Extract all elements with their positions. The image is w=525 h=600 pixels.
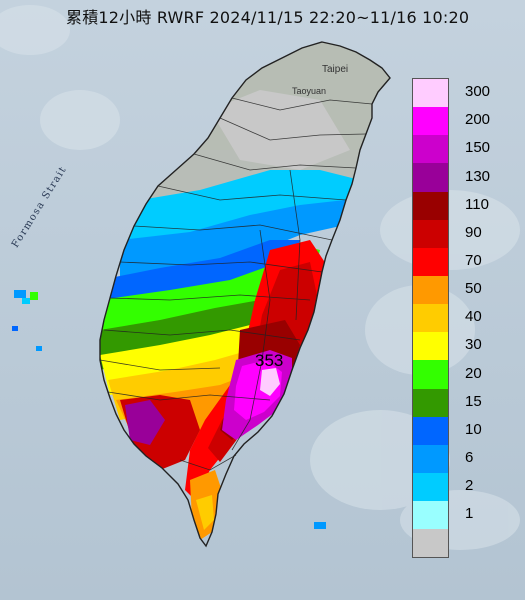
legend-label: 15	[465, 392, 482, 410]
legend-label: 200	[465, 111, 491, 129]
legend-label: 20	[465, 364, 482, 382]
legend-swatch	[413, 135, 448, 164]
legend-swatch	[413, 529, 448, 558]
legend-swatch	[413, 191, 448, 220]
legend-label: 2	[465, 477, 474, 495]
legend-label: 30	[465, 336, 482, 354]
legend-color-bar	[412, 78, 449, 559]
legend-label: 50	[465, 280, 482, 298]
legend-swatch	[413, 416, 448, 445]
map-title: 累積12小時 RWRF 2024/11/15 22:20~11/16 10:20	[66, 8, 470, 27]
legend-label: 110	[465, 195, 489, 213]
legend-swatch	[413, 472, 448, 502]
legend-label: 1	[465, 505, 474, 523]
taipei-label: Taipei	[322, 64, 349, 75]
legend-swatch	[413, 107, 448, 136]
legend-label: 130	[465, 167, 491, 185]
legend-swatch	[413, 360, 448, 389]
legend-swatch	[413, 219, 448, 248]
legend-label: 40	[465, 308, 482, 326]
legend-swatch	[413, 304, 448, 333]
legend-label: 70	[465, 251, 482, 269]
legend-swatch	[413, 275, 448, 305]
legend-swatch	[413, 163, 448, 192]
legend-swatch	[413, 79, 448, 108]
legend-label: 150	[465, 139, 491, 157]
taoyuan-label: Taoyuan	[292, 86, 327, 96]
legend-label: 6	[465, 449, 474, 467]
legend-label: 90	[465, 223, 482, 241]
legend-label: 300	[465, 83, 491, 101]
legend-swatch	[413, 247, 448, 276]
max-rainfall-value: 353	[255, 351, 284, 370]
legend-label: 10	[465, 420, 482, 438]
legend-swatch	[413, 501, 448, 530]
legend-swatch	[413, 444, 448, 473]
legend-swatch	[413, 388, 448, 417]
legend-swatch	[413, 332, 448, 361]
